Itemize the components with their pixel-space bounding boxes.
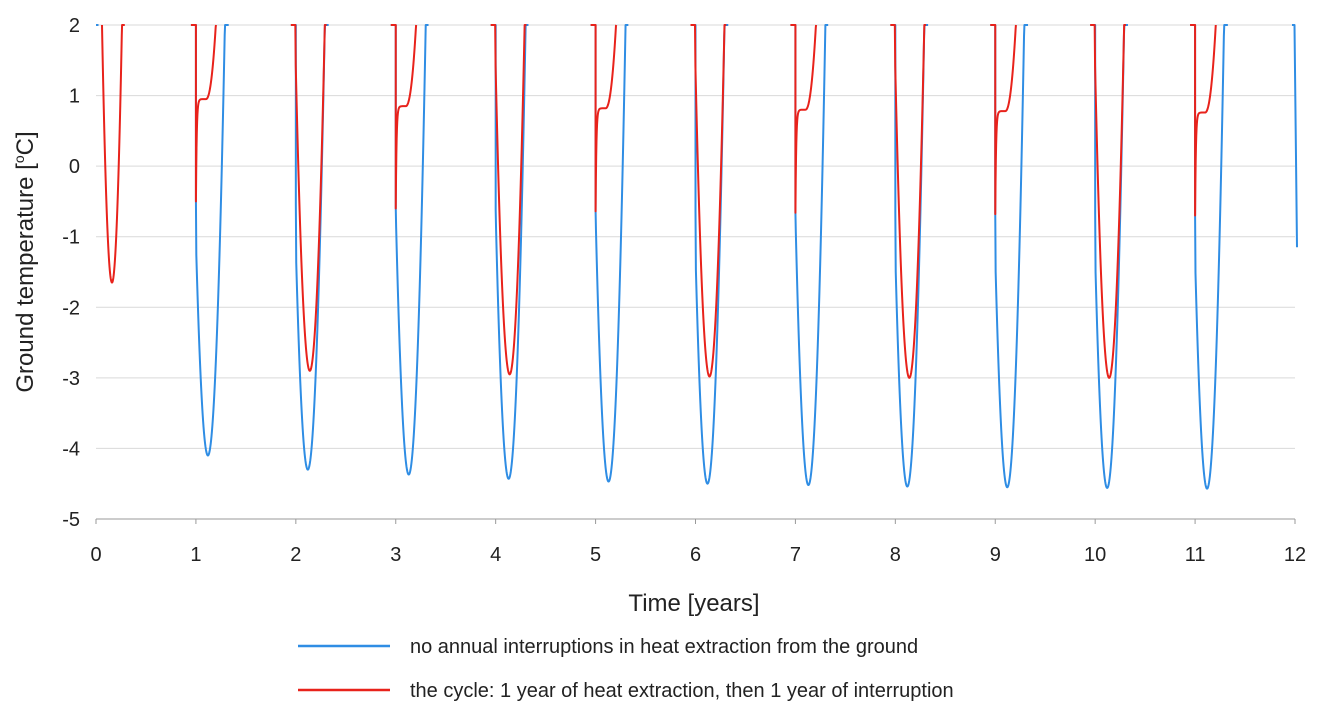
x-tick-label: 4: [490, 544, 501, 566]
series-line-no-interruptions: [590, 24, 629, 483]
series-line-no-interruptions: [1291, 24, 1298, 248]
label-layer: Time [years] Ground temperature [oC]: [11, 131, 760, 617]
y-tick-label: -4: [62, 438, 80, 460]
series-line-cycle: [290, 24, 328, 372]
series-line-no-interruptions: [190, 24, 230, 457]
x-tick-label: 0: [90, 544, 101, 566]
series-line-cycle: [1189, 24, 1217, 217]
x-tick-label: 6: [690, 544, 701, 566]
series-line-cycle: [789, 24, 818, 214]
legend: no annual interruptions in heat extracti…: [298, 636, 954, 702]
x-tick-label: 9: [990, 544, 1001, 566]
y-axis-title: Ground temperature [oC]: [11, 131, 39, 392]
x-tick-label: 2: [290, 544, 301, 566]
y-tick-label: 1: [69, 86, 80, 108]
y-axis-title-superscript: o: [11, 155, 27, 163]
y-tick-label: -1: [62, 227, 80, 249]
x-tick-label: 10: [1084, 544, 1106, 566]
y-axis-title-unit: C]: [12, 131, 39, 155]
y-tick-label: -3: [62, 368, 80, 390]
legend-label-no-interruptions: no annual interruptions in heat extracti…: [410, 636, 918, 658]
series-line-cycle: [690, 24, 727, 378]
x-tick-label: 8: [890, 544, 901, 566]
series-line-cycle: [390, 24, 418, 210]
series-line-no-interruptions: [490, 24, 530, 480]
y-tick-label: -5: [62, 509, 80, 531]
y-tick-label: 0: [69, 156, 80, 178]
series-line-cycle: [101, 24, 126, 284]
series-line-cycle: [889, 24, 927, 379]
axis-layer: 210-1-2-3-4-50 1 2 3 4 5 6 7 8 9 10 11 12: [62, 15, 1306, 566]
series-line-cycle: [490, 24, 528, 376]
series-line-cycle: [590, 24, 618, 213]
legend-label-cycle: the cycle: 1 year of heat extraction, th…: [410, 680, 954, 702]
y-tick-label: 2: [69, 15, 80, 37]
series-line-cycle: [190, 24, 217, 203]
x-tick-label: 11: [1185, 544, 1206, 566]
y-axis-title-main: Ground temperature [: [12, 163, 39, 393]
series-line-no-interruptions: [1189, 24, 1229, 490]
x-tick-label: 1: [190, 544, 201, 566]
series-line-no-interruptions: [989, 24, 1029, 489]
x-tick-label: 5: [590, 544, 601, 566]
x-tick-label: 3: [390, 544, 401, 566]
series-layer: [95, 24, 1298, 490]
series-line-no-interruptions: [789, 24, 829, 487]
x-tick-label: 12: [1284, 544, 1306, 566]
series-line-cycle: [1089, 24, 1127, 379]
series-line-cycle: [989, 24, 1017, 216]
series-line-no-interruptions: [390, 24, 430, 476]
y-tick-label: -2: [62, 297, 80, 319]
x-tick-label: 7: [790, 544, 801, 566]
x-axis-title: Time [years]: [628, 590, 759, 617]
